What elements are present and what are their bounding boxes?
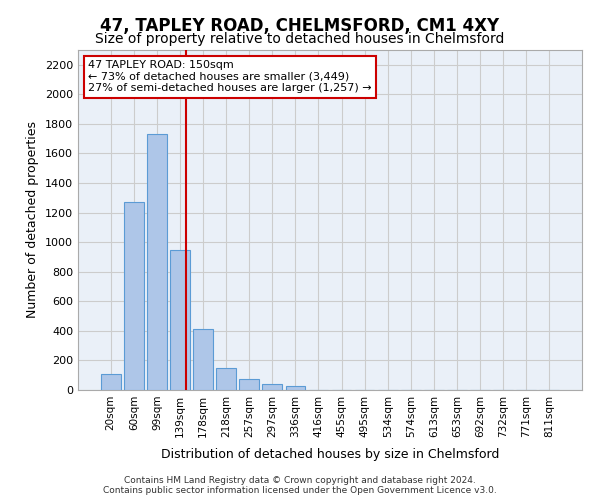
Bar <box>101 374 121 390</box>
Bar <box>170 250 190 390</box>
Text: 47 TAPLEY ROAD: 150sqm
← 73% of detached houses are smaller (3,449)
27% of semi-: 47 TAPLEY ROAD: 150sqm ← 73% of detached… <box>88 60 372 94</box>
Y-axis label: Number of detached properties: Number of detached properties <box>26 122 40 318</box>
Text: 47, TAPLEY ROAD, CHELMSFORD, CM1 4XY: 47, TAPLEY ROAD, CHELMSFORD, CM1 4XY <box>100 18 500 36</box>
Bar <box>262 384 282 390</box>
Bar <box>124 202 143 390</box>
X-axis label: Distribution of detached houses by size in Chelmsford: Distribution of detached houses by size … <box>161 448 499 461</box>
Text: Contains HM Land Registry data © Crown copyright and database right 2024.
Contai: Contains HM Land Registry data © Crown c… <box>103 476 497 495</box>
Bar <box>217 368 236 390</box>
Bar <box>147 134 167 390</box>
Bar <box>193 328 213 390</box>
Text: Size of property relative to detached houses in Chelmsford: Size of property relative to detached ho… <box>95 32 505 46</box>
Bar <box>239 379 259 390</box>
Bar <box>286 386 305 390</box>
